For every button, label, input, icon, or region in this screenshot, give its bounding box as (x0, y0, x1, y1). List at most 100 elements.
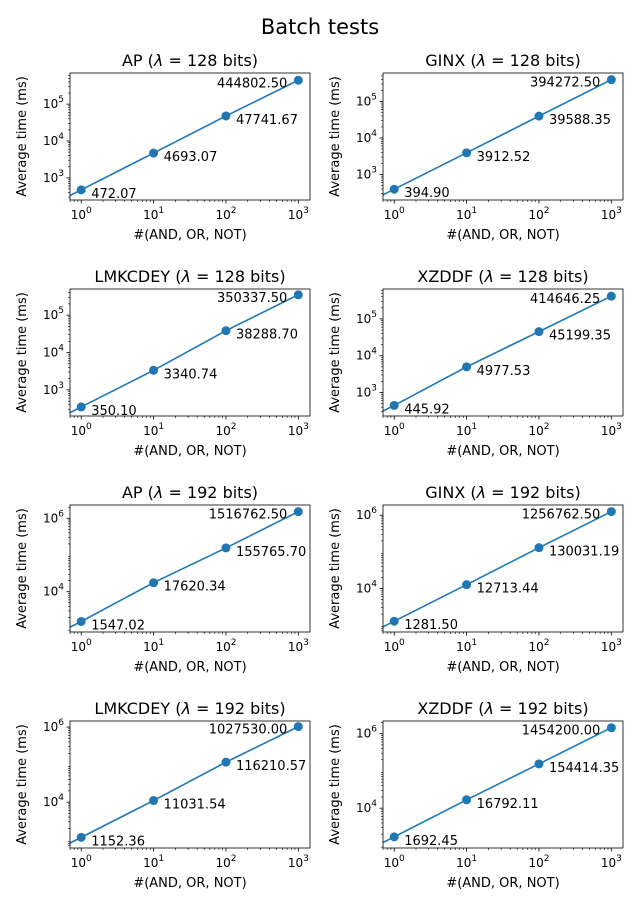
x-tick-exponent: 3 (303, 638, 309, 648)
subplot-1: AP (λ = 128 bits)100 101 102 103103104105#(… (15, 51, 311, 243)
x-tick-base: 10 (384, 856, 399, 870)
x-tick-exponent: 3 (303, 206, 309, 216)
x-tick-base: 10 (384, 640, 399, 654)
y-tick-base: 10 (43, 383, 58, 397)
x-tick-label: 102 (528, 854, 549, 870)
x-tick-exponent: 0 (399, 638, 405, 648)
x-tick-exponent: 1 (471, 638, 477, 648)
data-point (462, 362, 472, 372)
y-tick-label: 106 (356, 725, 377, 741)
x-tick-exponent: 0 (399, 854, 405, 864)
x-axis-label: #(AND, OR, NOT) (446, 228, 559, 243)
x-tick-base: 10 (288, 856, 303, 870)
x-tick-base: 10 (215, 424, 230, 438)
data-point (293, 507, 303, 517)
subplot-title: GINX (λ = 128 bits) (425, 51, 581, 70)
y-tick-label: 104 (43, 344, 64, 360)
data-label: 116210.57 (236, 759, 306, 774)
subplot-title-name: LMKCDEY (94, 267, 170, 286)
x-tick-label: 100 (384, 422, 405, 438)
y-tick-exponent: 4 (371, 347, 377, 357)
subplot-title-close: bits) (245, 699, 286, 718)
y-tick-base: 10 (356, 167, 371, 181)
x-tick-base: 10 (528, 208, 543, 222)
subplot-title-open: ( (143, 51, 154, 70)
series-line (383, 295, 612, 412)
x-tick-base: 10 (528, 424, 543, 438)
data-point (76, 402, 86, 412)
data-label: 3340.74 (164, 367, 218, 382)
x-tick-label: 100 (71, 206, 92, 222)
y-axis-label: Average time (ms) (15, 292, 30, 413)
data-point (293, 722, 303, 732)
data-label: 1027530.00 (209, 723, 288, 738)
x-tick-base: 10 (528, 856, 543, 870)
data-point (534, 759, 544, 769)
y-axis-label: Average time (ms) (328, 76, 343, 197)
y-tick-label: 103 (356, 165, 377, 181)
y-axis-label: Average time (ms) (328, 508, 343, 629)
y-tick-label: 104 (356, 580, 377, 596)
plot-frame (69, 720, 311, 849)
data-label: 155765.70 (236, 545, 306, 560)
subplot-title-open: ( (465, 51, 476, 70)
series-line (70, 725, 299, 844)
data-point (221, 326, 231, 336)
subplot-title-eq: = (494, 699, 518, 718)
data-point (534, 543, 544, 553)
y-tick-base: 10 (356, 582, 371, 596)
subplot-title-open: ( (465, 483, 476, 502)
data-label: 154414.35 (549, 761, 619, 776)
x-tick-exponent: 3 (616, 854, 622, 864)
y-axis-label: Average time (ms) (15, 724, 30, 845)
subplot-2: GINX (λ = 128 bits)100 101 102 103103104105… (328, 51, 624, 243)
y-tick-label: 106 (356, 506, 377, 522)
data-label: 45199.35 (549, 329, 611, 344)
y-tick-base: 10 (356, 727, 371, 741)
data-point (149, 148, 159, 158)
subplot-title-bits: 192 (510, 483, 541, 502)
data-point (76, 832, 86, 842)
data-label: 394272.50 (530, 76, 600, 91)
series-line (383, 78, 612, 196)
y-tick-label: 106 (43, 509, 64, 525)
y-tick-base: 10 (43, 795, 58, 809)
data-point (389, 616, 399, 626)
y-tick-label: 105 (356, 310, 377, 326)
data-point (149, 578, 159, 588)
x-tick-label: 101 (456, 854, 477, 870)
subplot-title: LMKCDEY (λ = 128 bits) (94, 267, 285, 286)
x-axis-label: #(AND, OR, NOT) (133, 228, 246, 243)
x-tick-label: 100 (71, 638, 92, 654)
lambda-symbol: λ (483, 699, 493, 718)
y-tick-base: 10 (356, 94, 371, 108)
subplot-title-bits: 128 (187, 51, 218, 70)
x-tick-label: 103 (601, 638, 622, 654)
x-tick-exponent: 1 (471, 422, 477, 432)
subplot-title-close: bits) (540, 483, 581, 502)
y-tick-exponent: 4 (58, 793, 64, 803)
data-point (389, 400, 399, 410)
subplot-title-close: bits) (217, 483, 258, 502)
x-axis-label: #(AND, OR, NOT) (446, 660, 559, 675)
data-label: 16792.11 (477, 797, 539, 812)
y-tick-label: 103 (356, 384, 377, 400)
x-tick-label: 102 (528, 638, 549, 654)
y-tick-label: 106 (43, 718, 64, 734)
x-tick-label: 103 (288, 206, 309, 222)
x-tick-base: 10 (288, 424, 303, 438)
series-line (383, 510, 612, 628)
x-tick-base: 10 (528, 640, 543, 654)
x-tick-base: 10 (384, 208, 399, 222)
subplot-title-name: AP (122, 51, 143, 70)
plot-frame (382, 288, 624, 417)
x-tick-label: 103 (288, 854, 309, 870)
y-tick-base: 10 (356, 508, 371, 522)
subplot-title-bits: 128 (518, 267, 549, 286)
subplot-7: LMKCDEY (λ = 192 bits)100 101 102 103104106… (15, 699, 311, 891)
x-tick-base: 10 (71, 424, 86, 438)
x-tick-exponent: 3 (616, 638, 622, 648)
subplot-title-eq: = (163, 51, 187, 70)
y-axis-label: Average time (ms) (328, 292, 343, 413)
